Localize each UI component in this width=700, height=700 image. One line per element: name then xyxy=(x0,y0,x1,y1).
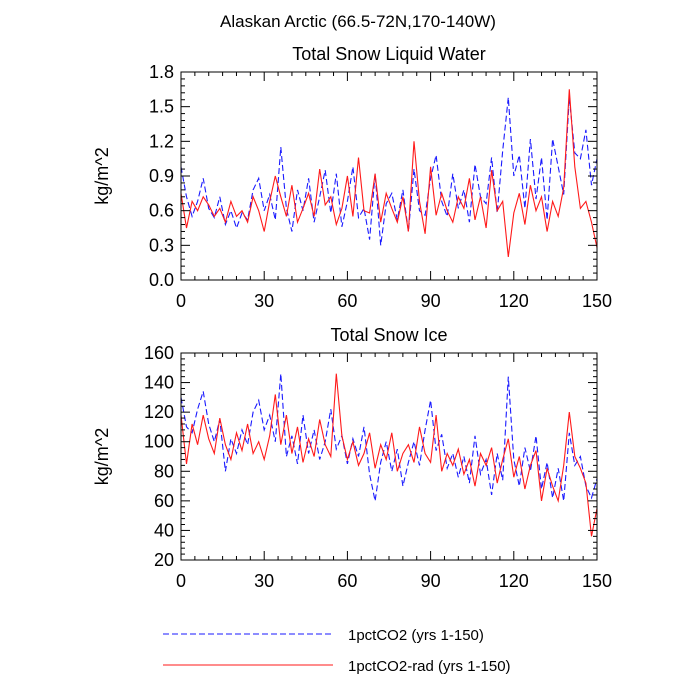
y-tick-label: 60 xyxy=(154,491,174,511)
y-tick-label: 0.6 xyxy=(149,201,174,221)
chart-panels: Total Snow Liquid Water kg/m^2 0 30 60 90 120 1… xyxy=(92,44,612,591)
legend-label: 1pctCO2 (yrs 1-150) xyxy=(348,627,484,644)
x-tick-label: 60 xyxy=(337,291,357,311)
y-tick-label: 0.3 xyxy=(149,235,174,255)
panel-title: Total Snow Liquid Water xyxy=(292,44,485,64)
x-tick-label: 120 xyxy=(499,291,529,311)
y-tick-label: 20 xyxy=(154,550,174,570)
legend-label: 1pctCO2-rad (yrs 1-150) xyxy=(348,658,511,675)
y-axis-label: kg/m^2 xyxy=(92,428,112,485)
x-tick-label: 90 xyxy=(421,291,441,311)
figure-title: Alaskan Arctic (66.5-72N,170-140W) xyxy=(220,12,496,31)
x-tick-label: 60 xyxy=(337,571,357,591)
y-tick-label: 120 xyxy=(144,402,174,422)
x-tick-label: 0 xyxy=(176,571,186,591)
y-tick-label: 1.2 xyxy=(149,131,174,151)
series-line-solid xyxy=(181,373,597,537)
chart-panel-1: Total Snow Liquid Water kg/m^2 0 30 60 90 120 1… xyxy=(92,44,612,311)
y-tick-label: 40 xyxy=(154,520,174,540)
y-axis-label: kg/m^2 xyxy=(92,147,112,204)
y-tick-label: 1.5 xyxy=(149,97,174,117)
x-tick-label: 120 xyxy=(499,571,529,591)
y-tick-label: 140 xyxy=(144,373,174,393)
x-tick-label: 90 xyxy=(421,571,441,591)
y-tick-label: 80 xyxy=(154,461,174,481)
y-tick-label: 160 xyxy=(144,343,174,363)
legend: 1pctCO2 (yrs 1-150) 1pctCO2-rad (yrs 1-15… xyxy=(163,627,511,675)
y-tick-label: 1.8 xyxy=(149,62,174,82)
series-line-dashed xyxy=(181,97,597,246)
chart-panel-2: Total Snow Ice kg/m^2 0 30 60 90 120 150 20 40 60 8… xyxy=(92,325,612,591)
panel-title: Total Snow Ice xyxy=(330,325,447,345)
series-line-solid xyxy=(181,89,597,257)
series-line-dashed xyxy=(181,373,597,502)
y-tick-label: 0.0 xyxy=(149,270,174,290)
y-tick-label: 100 xyxy=(144,432,174,452)
x-tick-label: 30 xyxy=(254,571,274,591)
x-tick-label: 150 xyxy=(582,571,612,591)
y-tick-label: 0.9 xyxy=(149,166,174,186)
x-tick-label: 0 xyxy=(176,291,186,311)
x-tick-label: 30 xyxy=(254,291,274,311)
x-tick-label: 150 xyxy=(582,291,612,311)
